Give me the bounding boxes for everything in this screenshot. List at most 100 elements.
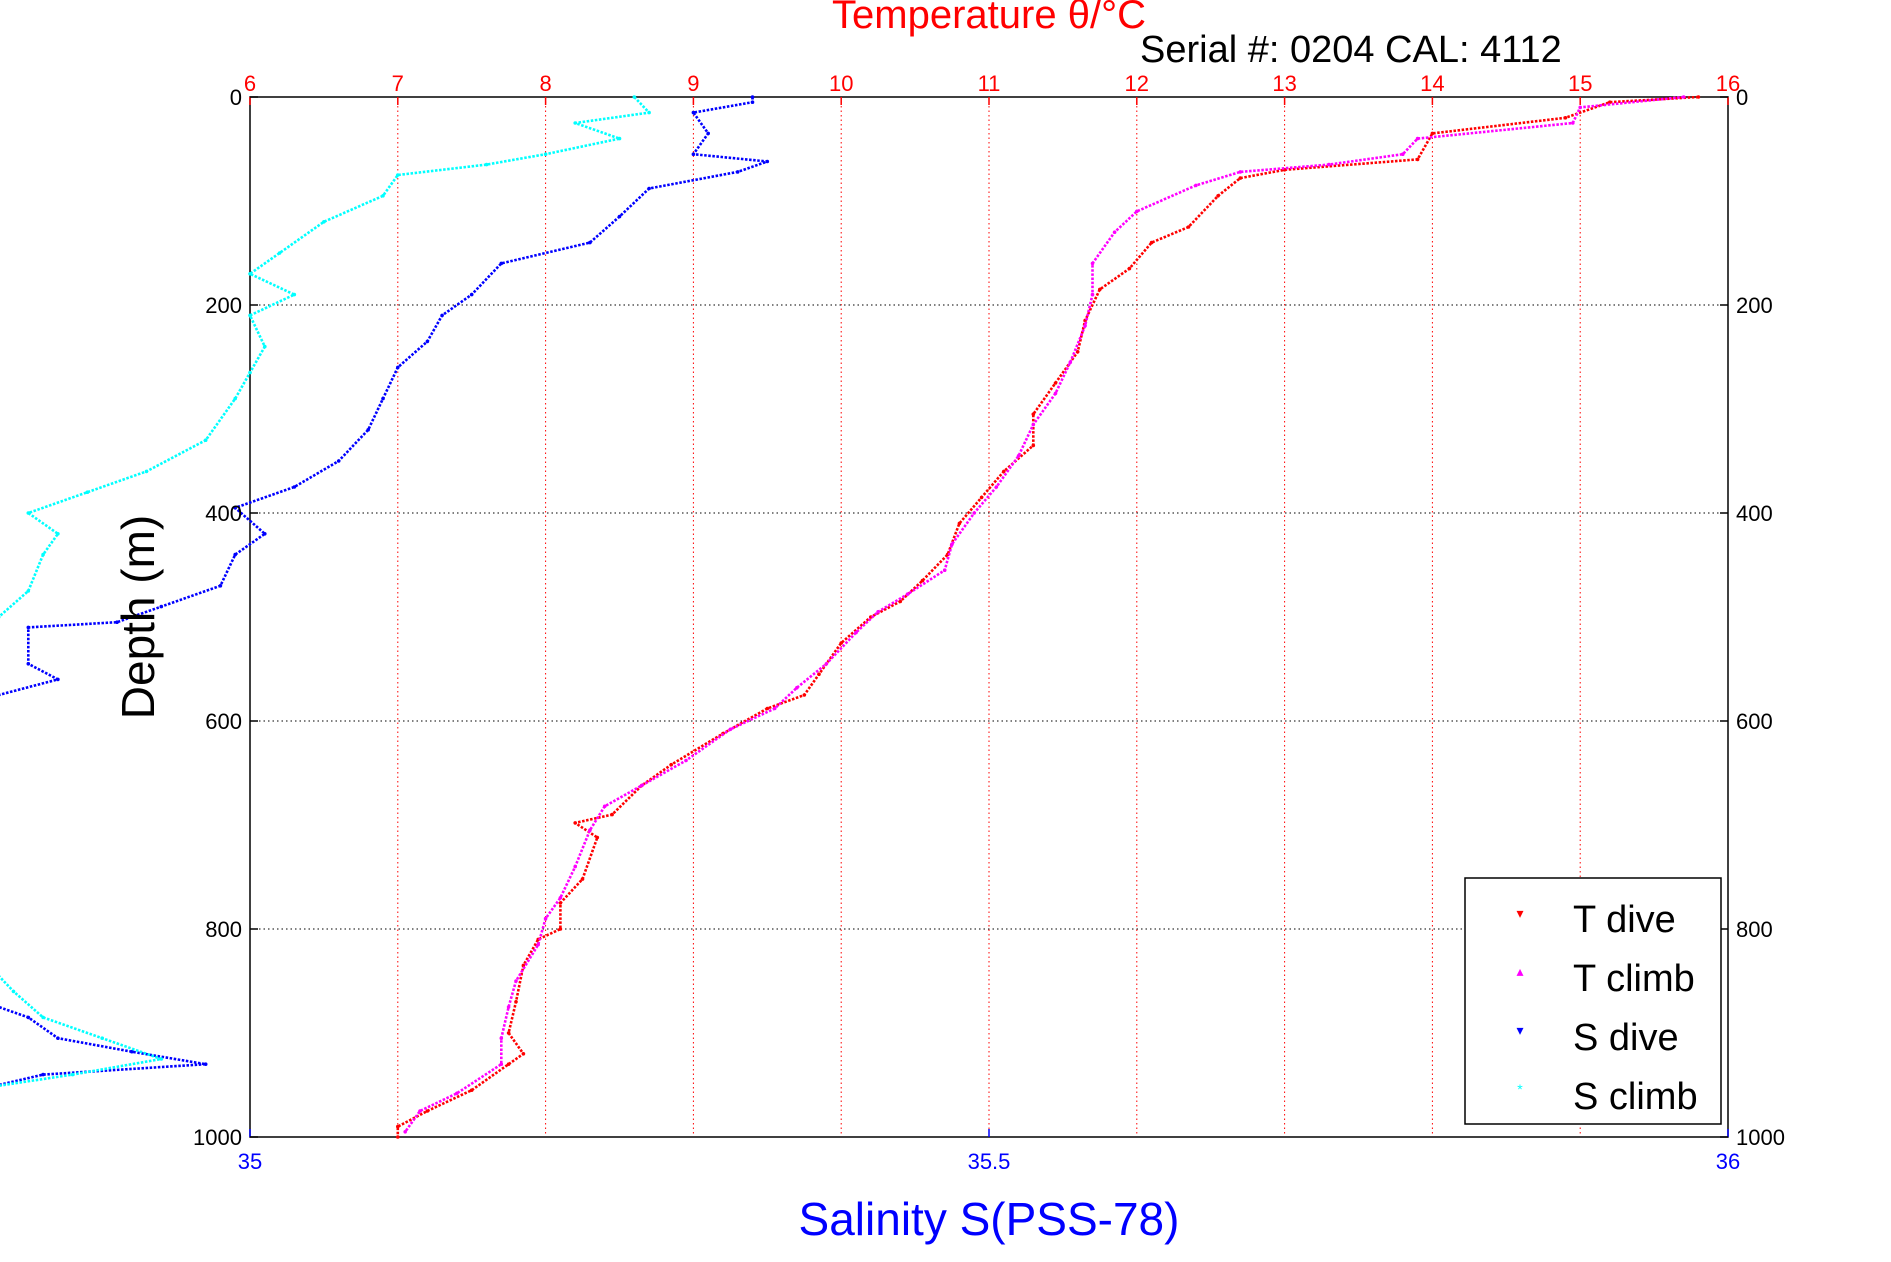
data-point-s-climb bbox=[26, 511, 31, 515]
data-point-t-dive bbox=[1075, 350, 1080, 354]
data-point-t-dive bbox=[1238, 176, 1243, 180]
data-point-s-climb bbox=[41, 552, 45, 557]
data-point-s-climb bbox=[233, 396, 237, 401]
data-point-t-dive bbox=[558, 901, 563, 905]
data-point-s-dive bbox=[469, 292, 474, 297]
data-point-s-dive bbox=[750, 100, 755, 104]
tick-label-right: 200 bbox=[1736, 293, 1773, 318]
data-point-s-dive bbox=[617, 214, 622, 219]
data-point-s-dive bbox=[588, 240, 592, 245]
data-point-t-dive bbox=[1002, 469, 1006, 474]
data-point-t-dive bbox=[839, 641, 843, 645]
data-point-s-climb bbox=[11, 989, 16, 994]
data-point-t-dive bbox=[425, 1109, 430, 1113]
data-point-t-climb bbox=[684, 758, 688, 763]
data-point-t-dive bbox=[1098, 287, 1102, 292]
data-point-s-climb bbox=[144, 469, 149, 474]
data-point-t-dive bbox=[595, 835, 600, 840]
tick-label-left: 400 bbox=[205, 501, 242, 526]
data-point-s-dive bbox=[233, 506, 237, 510]
data-point-s-dive bbox=[396, 365, 400, 370]
series-s-dive bbox=[0, 95, 770, 1087]
tick-label-top: 15 bbox=[1568, 71, 1592, 96]
data-point-s-climb bbox=[647, 110, 651, 115]
data-point-t-dive bbox=[1031, 443, 1036, 448]
data-point-s-dive bbox=[292, 485, 297, 489]
data-point-s-dive bbox=[203, 1062, 208, 1066]
tick-label-top: 12 bbox=[1125, 71, 1149, 96]
data-point-s-dive bbox=[706, 131, 710, 136]
data-point-t-dive bbox=[1608, 100, 1612, 104]
data-point-t-dive bbox=[669, 762, 673, 767]
data-point-t-climb bbox=[499, 1036, 504, 1040]
tick-label-top: 7 bbox=[392, 71, 404, 96]
data-point-t-climb bbox=[1031, 422, 1036, 427]
data-point-t-climb bbox=[1401, 152, 1405, 156]
tick-label-top: 11 bbox=[978, 71, 1001, 96]
data-point-s-dive bbox=[499, 261, 504, 266]
data-point-t-climb bbox=[1090, 261, 1095, 266]
data-point-s-climb bbox=[159, 1057, 164, 1061]
data-point-t-climb bbox=[994, 485, 999, 489]
tick-label-bottom: 35.5 bbox=[968, 1149, 1011, 1174]
data-point-s-climb bbox=[573, 121, 577, 125]
data-point-s-dive bbox=[440, 313, 444, 318]
data-point-t-dive bbox=[1186, 225, 1191, 229]
tick-label-bottom: 36 bbox=[1716, 1149, 1740, 1174]
data-point-s-climb bbox=[248, 370, 252, 375]
data-point-t-climb bbox=[1090, 292, 1095, 297]
legend-label-s-dive: S dive bbox=[1573, 1017, 1679, 1059]
data-point-t-climb bbox=[455, 1091, 459, 1096]
data-point-t-climb bbox=[514, 979, 518, 983]
data-point-t-climb bbox=[1112, 230, 1117, 234]
data-point-s-climb bbox=[322, 220, 326, 224]
data-point-s-dive bbox=[750, 95, 755, 99]
data-point-s-climb bbox=[632, 95, 637, 99]
tick-label-right: 600 bbox=[1736, 709, 1773, 734]
data-point-t-climb bbox=[824, 662, 829, 666]
legend-marker-s-climb: * bbox=[1517, 1081, 1523, 1097]
data-point-t-climb bbox=[905, 592, 910, 596]
data-point-t-dive bbox=[573, 821, 577, 825]
data-point-t-climb bbox=[543, 916, 548, 921]
tick-label-bottom: 35 bbox=[238, 1149, 262, 1174]
data-point-s-climb bbox=[248, 272, 252, 276]
data-point-t-dive bbox=[898, 599, 903, 604]
data-point-t-dive bbox=[920, 578, 925, 583]
data-point-s-dive bbox=[765, 159, 770, 164]
data-point-s-dive bbox=[233, 552, 237, 557]
left-axis-ticks: 0 200 400 600 800 1000 bbox=[193, 85, 258, 1150]
legend-label-t-dive: T dive bbox=[1573, 899, 1676, 941]
data-point-t-climb bbox=[1194, 183, 1198, 188]
data-point-t-climb bbox=[639, 783, 644, 788]
data-point-t-dive bbox=[469, 1088, 474, 1092]
data-point-s-dive bbox=[130, 1049, 134, 1054]
tick-label-top: 16 bbox=[1716, 71, 1740, 96]
data-point-t-climb bbox=[942, 568, 947, 572]
data-point-t-climb bbox=[506, 1005, 511, 1009]
series-s-climb bbox=[0, 95, 651, 1087]
series-layer bbox=[0, 95, 1701, 1139]
data-point-t-dive bbox=[506, 1031, 511, 1035]
data-point-t-climb bbox=[558, 896, 563, 900]
data-point-t-climb bbox=[573, 864, 577, 869]
data-point-s-climb bbox=[70, 1072, 75, 1077]
tick-label-top: 14 bbox=[1420, 71, 1444, 96]
data-point-s-climb bbox=[277, 251, 282, 255]
data-point-t-dive bbox=[506, 1062, 511, 1066]
data-point-t-climb bbox=[602, 804, 607, 809]
data-point-t-dive bbox=[979, 495, 984, 500]
data-point-s-climb bbox=[292, 292, 297, 297]
data-point-t-climb bbox=[876, 610, 880, 614]
tick-label-top: 6 bbox=[244, 71, 256, 96]
data-point-s-climb bbox=[381, 194, 385, 198]
data-point-t-climb bbox=[1068, 360, 1073, 365]
data-point-s-dive bbox=[41, 1072, 45, 1077]
data-point-t-climb bbox=[854, 630, 858, 635]
data-point-s-dive bbox=[263, 532, 267, 536]
tick-label-left: 600 bbox=[205, 709, 242, 734]
tick-label-top: 13 bbox=[1272, 71, 1296, 96]
data-point-t-climb bbox=[588, 828, 592, 832]
data-point-s-climb bbox=[41, 1015, 45, 1020]
